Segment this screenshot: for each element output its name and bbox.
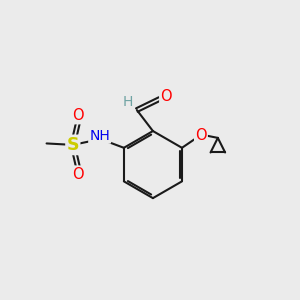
Text: O: O [160,88,172,104]
Text: O: O [195,128,207,143]
Text: O: O [72,108,84,123]
Text: O: O [72,167,84,182]
Text: NH: NH [89,129,110,142]
Text: S: S [67,136,79,154]
Text: H: H [122,95,133,109]
